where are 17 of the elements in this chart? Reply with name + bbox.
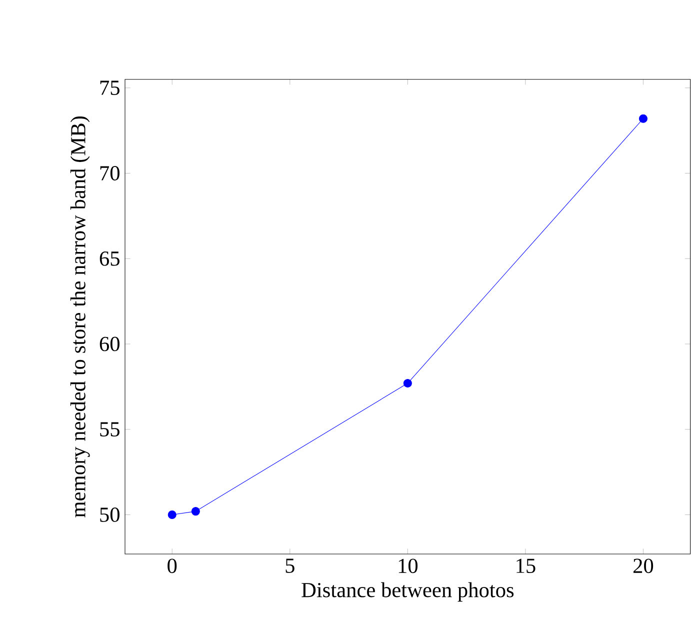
point bbox=[638, 114, 648, 123]
y-tick-label: 75 bbox=[100, 80, 120, 95]
x-tick-label: 0 bbox=[168, 558, 177, 574]
y-tick-label: 55 bbox=[100, 422, 120, 436]
y-tick-label: 60 bbox=[100, 336, 120, 352]
point bbox=[403, 378, 412, 388]
point bbox=[168, 510, 176, 519]
point bbox=[191, 507, 200, 516]
x-tick-label: 5 bbox=[286, 558, 294, 573]
y-tick-label: 70 bbox=[100, 166, 120, 180]
y-tick-label: 50 bbox=[100, 508, 120, 522]
y-tick-label: 65 bbox=[100, 251, 120, 266]
x-tick-label: 10 bbox=[398, 558, 418, 574]
y-axis-title: memory needed to store the narrow band (MB) bbox=[70, 116, 90, 518]
x-axis-title: Distance between photos bbox=[302, 582, 514, 602]
x-tick-label: 15 bbox=[516, 558, 536, 574]
x-tick-label: 20 bbox=[634, 558, 654, 574]
